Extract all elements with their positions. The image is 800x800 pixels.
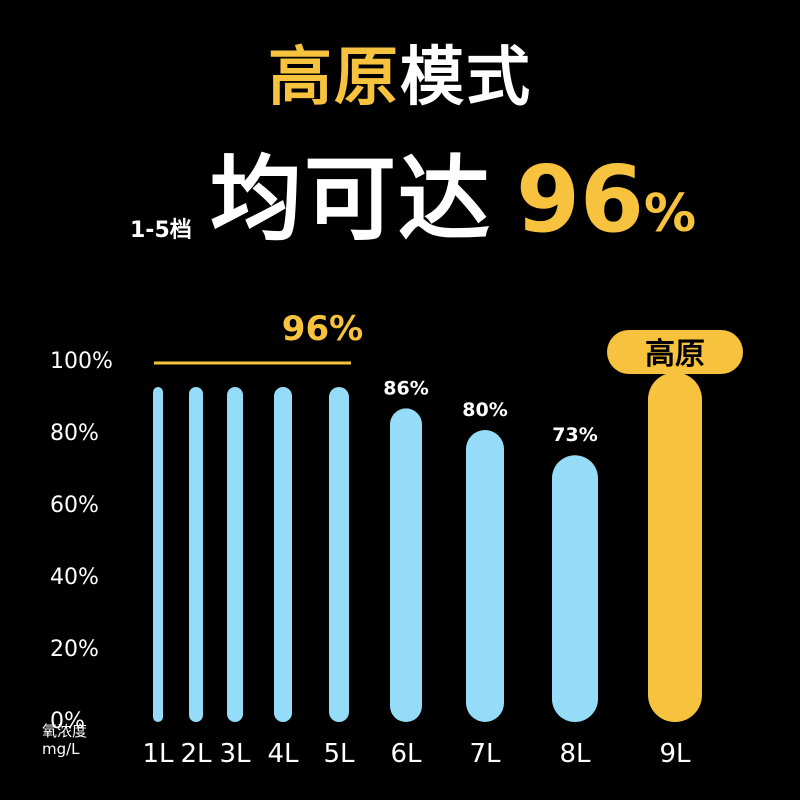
y-axis-unit-name: 氧浓度 <box>42 722 88 740</box>
y-tick-label: 20% <box>50 637 99 662</box>
highlight-badge-label: 高原 <box>645 337 705 372</box>
x-tick-label: 8L <box>559 739 591 769</box>
y-tick-label: 100% <box>50 349 113 374</box>
headline-percent: 96% <box>516 140 696 274</box>
bar-3L <box>227 387 243 722</box>
data-label-6L: 86% <box>383 377 428 399</box>
group-annotation-label: 96% <box>282 309 363 349</box>
headline-rest: 模式 <box>400 41 532 115</box>
y-axis-unit: 氧浓度 mg/L <box>42 722 87 758</box>
y-axis-unit-symbol: mg/L <box>42 740 80 758</box>
headline-claim: 均可达 <box>210 146 493 253</box>
headline-highlight: 高原 <box>268 41 400 115</box>
bar-1L <box>153 387 163 722</box>
bar-5L <box>329 387 349 722</box>
bar-2L <box>189 387 203 722</box>
x-tick-label: 4L <box>267 739 299 769</box>
bar-6L <box>390 408 422 722</box>
headline-percent-sign: % <box>644 184 697 244</box>
y-tick-label: 60% <box>50 493 99 518</box>
x-tick-label: 5L <box>323 739 355 769</box>
headline-line1: 高原模式 <box>0 38 800 118</box>
headline-percent-value: 96 <box>516 146 645 253</box>
data-label-7L: 80% <box>462 399 507 421</box>
bar-8L <box>552 455 598 722</box>
x-tick-label: 2L <box>180 739 212 769</box>
x-tick-label: 9L <box>659 739 691 769</box>
bar-4L <box>274 387 292 722</box>
data-label-8L: 73% <box>552 424 597 446</box>
bar-7L <box>466 430 504 722</box>
x-tick-label: 1L <box>142 739 174 769</box>
x-tick-label: 6L <box>390 739 422 769</box>
x-tick-label: 3L <box>219 739 251 769</box>
oxygen-concentration-chart: 0% 20% 40% 60% 80% 100% 1L 2L 3L 4L 5L 6L 86% 7L 80% 8L… <box>50 309 743 769</box>
bar-9L <box>648 372 702 722</box>
highlight-badge <box>607 330 743 374</box>
y-tick-label: 40% <box>50 565 99 590</box>
x-tick-label: 7L <box>469 739 501 769</box>
y-tick-label: 80% <box>50 421 99 446</box>
gear-range-label: 1-5档 <box>130 218 192 243</box>
y-tick-label: 0% <box>50 709 85 734</box>
